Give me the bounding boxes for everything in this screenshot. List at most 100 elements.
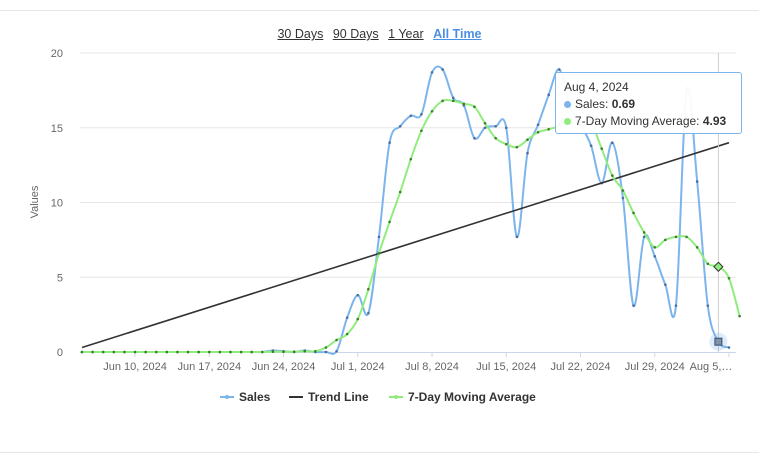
moving-average-point — [207, 350, 211, 354]
moving-average-point — [292, 350, 296, 354]
sales-point — [653, 255, 657, 258]
sales-point — [632, 304, 635, 307]
legend-label: Sales — [239, 390, 271, 404]
moving-average-point — [80, 350, 84, 354]
moving-average-point — [388, 220, 391, 224]
moving-average-point — [112, 350, 116, 354]
moving-average-point — [197, 350, 200, 354]
moving-average-point — [674, 235, 678, 239]
moving-average-point — [632, 211, 635, 215]
range-all-time[interactable]: All Time — [433, 27, 482, 41]
sales-point — [695, 180, 699, 183]
moving-average-point — [727, 276, 731, 280]
chart-tooltip: Aug 4, 2024 Sales: 0.69 7-Day Moving Ave… — [555, 72, 742, 134]
sales-point — [706, 304, 710, 307]
moving-average-point — [250, 350, 254, 354]
legend-item: 7-Day Moving Average — [389, 390, 536, 404]
sales-point — [642, 235, 646, 239]
legend-dot — [225, 395, 229, 399]
sales-point — [324, 350, 328, 354]
sales-point — [409, 114, 413, 118]
moving-average-point — [303, 349, 307, 353]
range-30-days[interactable]: 30 Days — [277, 27, 324, 41]
y-tick-label: 5 — [57, 272, 63, 284]
moving-average-point — [165, 350, 169, 354]
tooltip-date: Aug 4, 2024 — [564, 80, 629, 94]
x-tick-label: Jul 22, 2024 — [551, 361, 611, 373]
moving-average-point — [536, 130, 540, 134]
sales-point — [441, 68, 444, 71]
moving-average-point — [621, 189, 625, 192]
x-tick-label: Jul 1, 2024 — [331, 361, 385, 373]
moving-average-point — [176, 350, 179, 354]
tooltip-ma-value: 4.93 — [702, 114, 727, 128]
x-tick-label: Jul 29, 2024 — [625, 361, 685, 373]
moving-average-point — [600, 147, 604, 150]
moving-average-point — [409, 157, 413, 161]
sales-point — [526, 151, 529, 155]
moving-average-point — [377, 252, 381, 255]
moving-average-point — [261, 350, 264, 354]
moving-average-point — [123, 350, 126, 354]
moving-average-point — [547, 127, 550, 131]
legend-dot — [394, 395, 398, 399]
tooltip-sales-row: Sales: 0.69 — [564, 96, 733, 113]
tooltip-sales-label: Sales: — [575, 97, 612, 111]
x-tick-label: Jul 15, 2024 — [476, 361, 536, 373]
sales-point — [589, 144, 593, 147]
legend-item: Trend Line — [289, 390, 369, 404]
x-tick-label: Jun 24, 2024 — [252, 361, 316, 373]
sales-point — [473, 136, 476, 140]
sales-point — [420, 112, 423, 116]
moving-average-dot-icon — [564, 118, 571, 125]
y-tick-label: 10 — [51, 198, 63, 210]
moving-average-point — [133, 350, 137, 354]
sales-point — [388, 141, 391, 144]
range-90-days[interactable]: 90 Days — [332, 27, 379, 41]
moving-average-point — [154, 350, 158, 354]
sales-dot-icon — [564, 101, 571, 108]
moving-average-point — [462, 102, 466, 106]
sales-point — [547, 93, 550, 97]
sales-point — [727, 346, 731, 349]
moving-average-hover-marker — [713, 261, 724, 272]
moving-average-point — [441, 99, 444, 103]
moving-average-point — [314, 349, 317, 353]
moving-average-line — [81, 98, 741, 354]
sales-point — [398, 124, 402, 128]
frame-bottom-border — [0, 452, 759, 453]
x-tick-label: Aug 5,… — [690, 361, 733, 373]
moving-average-point — [706, 262, 710, 266]
moving-average-point — [653, 246, 657, 249]
legend-item: Sales — [220, 390, 271, 404]
sales-point — [335, 349, 338, 353]
moving-average-point — [324, 346, 328, 349]
legend-label: Trend Line — [308, 390, 369, 404]
tooltip-ma-label: 7-Day Moving Average: — [575, 114, 703, 128]
moving-average-point — [664, 238, 667, 242]
x-tick-label: Jun 17, 2024 — [177, 361, 241, 373]
moving-average-point — [642, 231, 646, 234]
moving-average-point — [218, 350, 222, 354]
moving-average-point — [420, 129, 423, 133]
moving-average-point — [367, 287, 370, 291]
range-1-year[interactable]: 1 Year — [388, 27, 424, 41]
sales-point — [345, 316, 349, 319]
y-tick-label: 20 — [51, 48, 63, 60]
moving-average-point — [229, 350, 232, 354]
frame-top-border — [0, 10, 759, 11]
sales-point — [451, 96, 455, 100]
moving-average-point — [91, 350, 94, 354]
moving-average-point — [738, 314, 741, 318]
moving-average-point — [504, 142, 508, 146]
moving-average-point — [186, 350, 190, 354]
y-axis-title: Values — [29, 185, 41, 218]
range-selector: 30 Days 90 Days 1 Year All Time — [0, 27, 759, 41]
moving-average-point — [483, 121, 487, 125]
moving-average-point — [473, 105, 476, 109]
moving-average-point — [398, 190, 402, 194]
moving-average-point — [345, 332, 349, 336]
moving-average-point — [356, 317, 360, 321]
moving-average-point — [271, 350, 275, 354]
